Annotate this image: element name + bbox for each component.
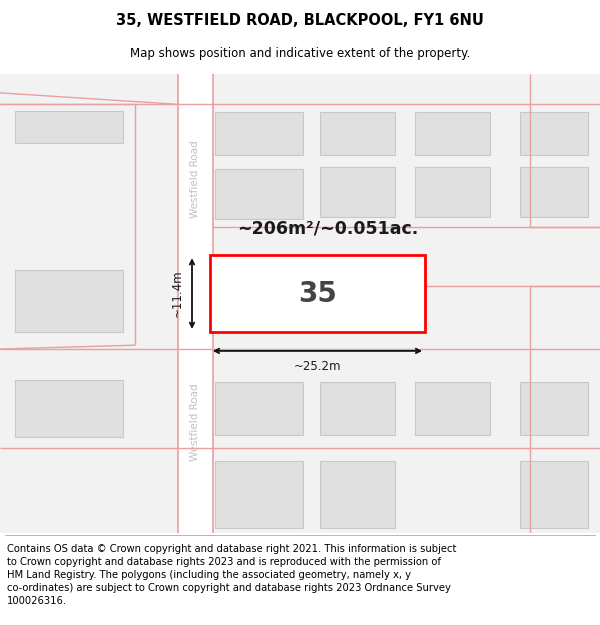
Bar [320, 168, 395, 217]
Bar [520, 461, 588, 528]
Text: Contains OS data © Crown copyright and database right 2021. This information is : Contains OS data © Crown copyright and d… [7, 544, 457, 606]
Bar [15, 111, 123, 142]
Bar [210, 256, 425, 332]
Bar [215, 382, 303, 435]
Bar [15, 379, 123, 437]
Bar [178, 74, 213, 532]
Bar [15, 269, 123, 332]
Bar [415, 112, 490, 155]
Bar [520, 382, 588, 435]
Text: 35: 35 [298, 279, 337, 308]
Text: ~206m²/~0.051ac.: ~206m²/~0.051ac. [237, 219, 418, 238]
Text: ~11.4m: ~11.4m [171, 270, 184, 318]
Bar [415, 382, 490, 435]
Bar [520, 112, 588, 155]
Bar [215, 461, 303, 528]
Bar [215, 169, 303, 219]
Bar [520, 168, 588, 217]
Bar [320, 382, 395, 435]
Bar [215, 112, 303, 155]
Text: 35, WESTFIELD ROAD, BLACKPOOL, FY1 6NU: 35, WESTFIELD ROAD, BLACKPOOL, FY1 6NU [116, 13, 484, 28]
Text: Westfield Road: Westfield Road [191, 140, 200, 218]
Bar [415, 168, 490, 217]
Text: Map shows position and indicative extent of the property.: Map shows position and indicative extent… [130, 47, 470, 59]
Text: Westfield Road: Westfield Road [191, 384, 200, 461]
Bar [320, 461, 395, 528]
Text: ~25.2m: ~25.2m [294, 361, 341, 374]
Bar [320, 112, 395, 155]
